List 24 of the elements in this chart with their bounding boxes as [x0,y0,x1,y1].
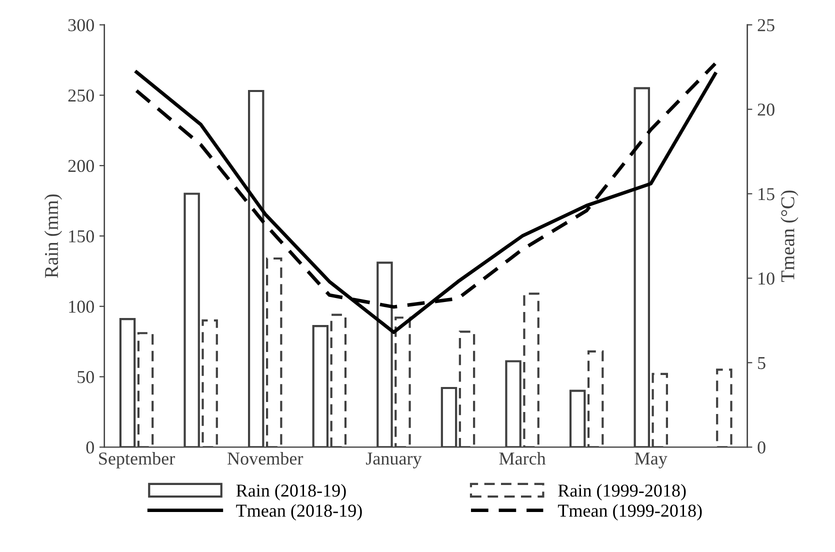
y2-tick-label: 10 [758,272,774,285]
legend-label: Rain (1999-2018) [558,484,686,500]
legend-label: Tmean (1999-2018) [558,504,702,520]
y2-axis-title: Tmean (°C) [780,190,798,282]
x-tick-label: March [499,452,546,465]
x-tick-label: May [634,452,668,468]
y-tick-label: 250 [68,89,94,102]
legend-label: Rain (2018-19) [236,484,346,500]
y-tick-label: 100 [69,300,94,313]
y-tick-label: 50 [78,370,94,384]
y-tick-label: 300 [68,19,94,32]
y2-tick-label: 25 [758,19,774,32]
y-tick-label: 200 [68,160,94,172]
y-axis-title: Rain (mm) [44,194,62,278]
y2-tick-label: 5 [758,357,766,370]
x-tick-label: November [228,452,304,465]
legend-label: Tmean (2018-19) [236,504,362,520]
y2-tick-label: 20 [758,104,774,116]
x-tick-label: September [99,452,175,468]
x-tick-label: January [366,452,422,468]
y2-tick-label: 15 [758,188,774,200]
y-tick-label: 150 [69,230,94,242]
y-tick-label: 0 [86,441,94,454]
y2-tick-label: 0 [758,441,766,454]
